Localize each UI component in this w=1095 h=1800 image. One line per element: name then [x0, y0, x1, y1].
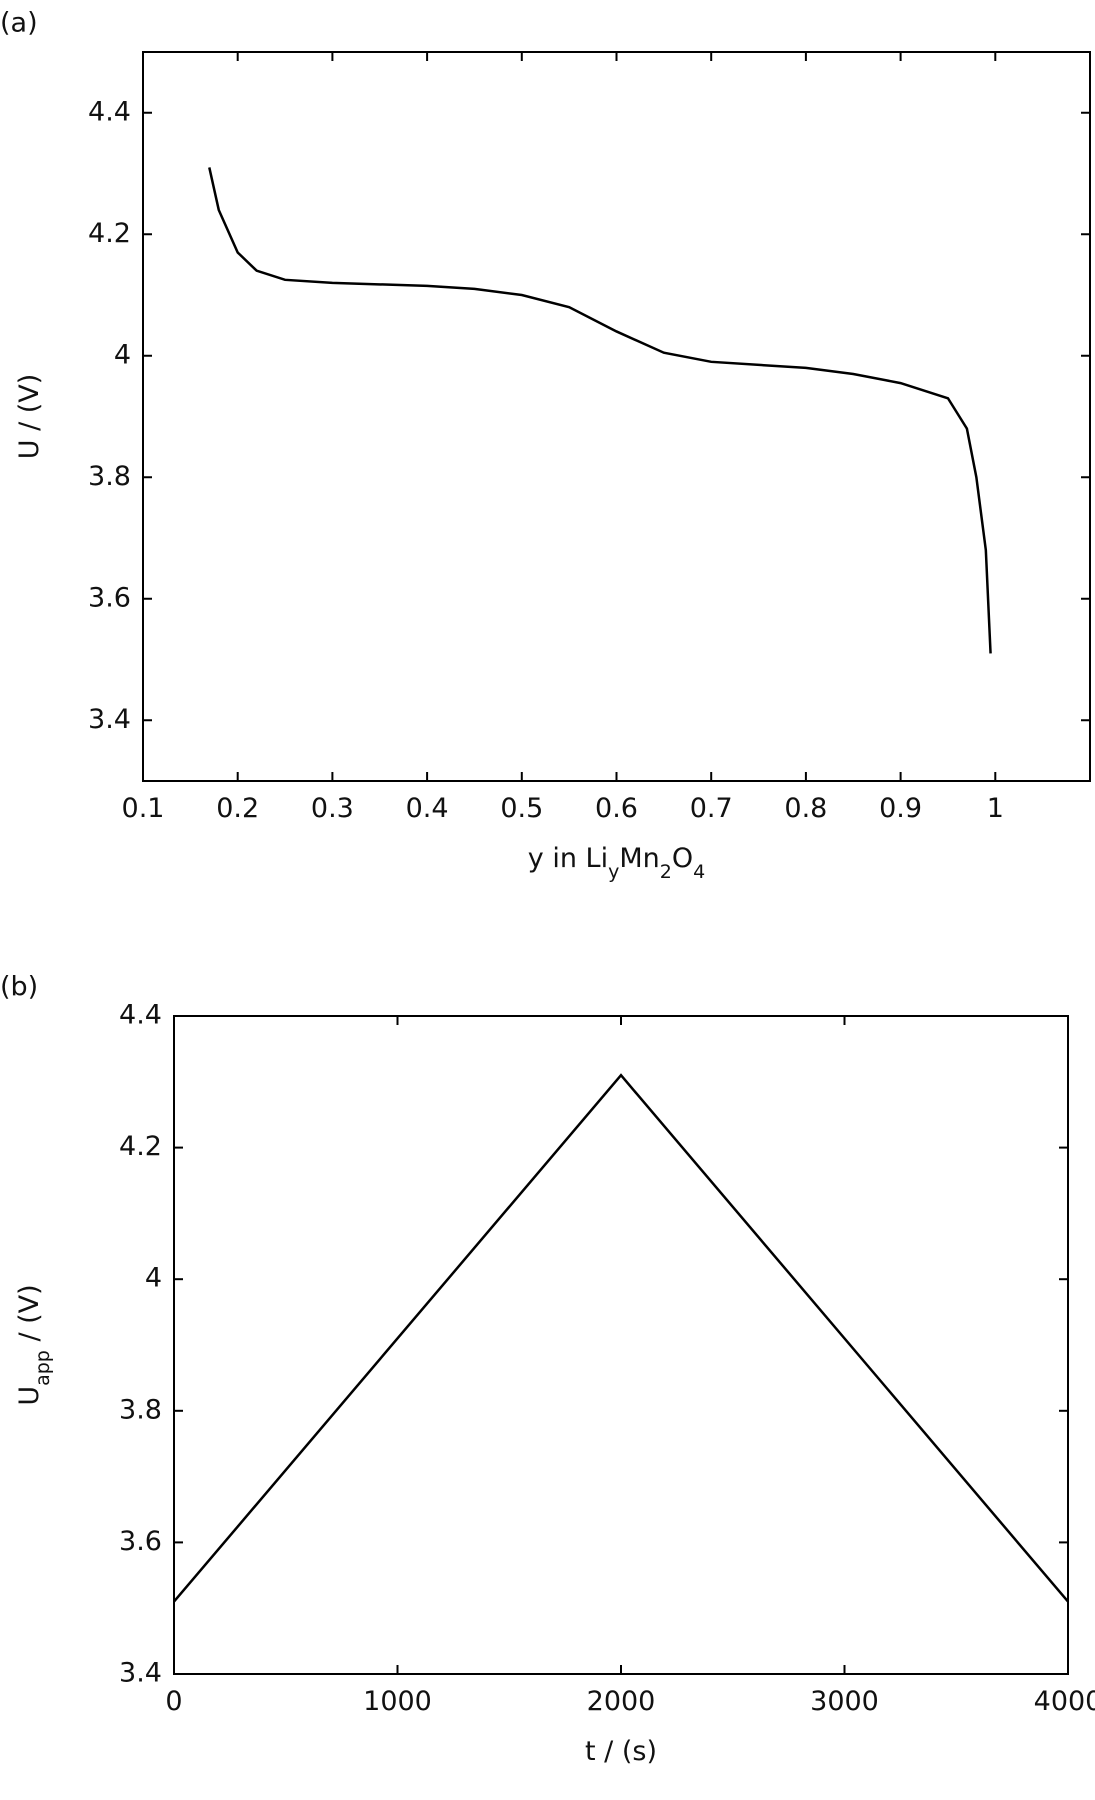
x-tick-label: 1 — [987, 793, 1004, 824]
panel-label: (b) — [0, 972, 38, 1003]
x-axis-label: t / (s) — [585, 1736, 657, 1767]
label-part: U / (V) — [14, 374, 45, 460]
x-tick-label: 0.1 — [122, 793, 165, 824]
x-tick-label: 0.3 — [311, 793, 354, 824]
x-tick-label: 4000 — [1034, 1686, 1095, 1717]
x-tick-label: 0.9 — [879, 793, 922, 824]
panel-label: (a) — [0, 8, 38, 39]
label-part: y in Li — [528, 843, 608, 874]
data-line — [208, 167, 992, 654]
x-tick-label: 0.5 — [500, 793, 543, 824]
x-tick-label: 0.7 — [690, 793, 733, 824]
y-tick-label: 3.4 — [88, 704, 131, 735]
label-part: O — [672, 843, 693, 874]
plot-frame — [142, 51, 1091, 782]
x-tick-label: 0 — [165, 1686, 182, 1717]
x-tick-label: 0.2 — [216, 793, 259, 824]
y-tick-label: 4.2 — [88, 218, 131, 249]
label-subscript: app — [32, 1350, 54, 1386]
y-tick-label: 4 — [114, 339, 131, 370]
y-tick-label: 4.4 — [119, 1000, 162, 1031]
label-part: t / (s) — [585, 1736, 657, 1767]
x-tick-label: 0.4 — [406, 793, 449, 824]
label-subscript: 2 — [660, 861, 672, 883]
y-tick-label: 3.4 — [119, 1658, 162, 1689]
y-tick-label: 3.6 — [88, 582, 131, 613]
plot-frame — [173, 1015, 1069, 1675]
x-axis-label: y in LiyMn2O4 — [528, 843, 705, 883]
label-part: Mn — [619, 843, 659, 874]
label-subscript: y — [608, 861, 619, 883]
y-tick-label: 4 — [145, 1263, 162, 1294]
y-axis-label: Uapp / (V) — [14, 1284, 54, 1405]
label-subscript: 4 — [693, 861, 705, 883]
x-tick-label: 3000 — [810, 1686, 879, 1717]
y-tick-label: 3.8 — [119, 1394, 162, 1425]
y-tick-label: 4.2 — [119, 1131, 162, 1162]
y-tick-label: 3.8 — [88, 461, 131, 492]
x-tick-label: 2000 — [587, 1686, 656, 1717]
x-tick-label: 1000 — [363, 1686, 432, 1717]
label-part: U — [14, 1386, 45, 1406]
y-axis-label: U / (V) — [14, 374, 45, 460]
y-tick-label: 4.4 — [88, 96, 131, 127]
x-tick-label: 0.8 — [784, 793, 827, 824]
data-line — [173, 1073, 1069, 1603]
x-tick-label: 0.6 — [595, 793, 638, 824]
y-tick-label: 3.6 — [119, 1526, 162, 1557]
label-part: / (V) — [14, 1284, 45, 1350]
